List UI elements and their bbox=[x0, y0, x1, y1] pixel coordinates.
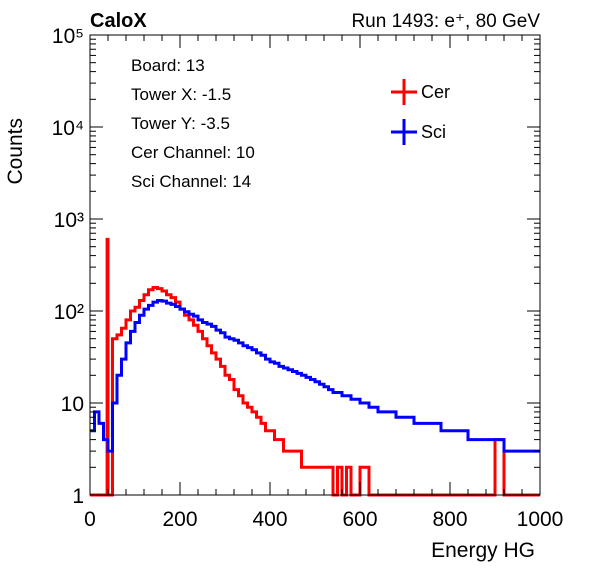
info-line: Tower Y: -3.5 bbox=[131, 114, 230, 133]
info-box: Board: 13 Tower X: -1.5 Tower Y: -3.5 Cer C… bbox=[131, 56, 255, 191]
y-tick-label: 10⁴ bbox=[52, 117, 84, 140]
y-tick-label: 10 bbox=[61, 393, 84, 416]
y-tick-label: 10⁵ bbox=[52, 25, 84, 48]
series-cer-line bbox=[90, 237, 540, 497]
y-tick-label: 10³ bbox=[54, 209, 84, 232]
plot-frame bbox=[89, 34, 541, 496]
info-line: Cer Channel: 10 bbox=[131, 143, 255, 162]
x-tick-label: 600 bbox=[342, 508, 377, 531]
y-tick-label: 1 bbox=[72, 485, 84, 508]
series-layer bbox=[90, 237, 540, 497]
info-line: Board: 13 bbox=[131, 56, 205, 75]
info-line: Sci Channel: 14 bbox=[131, 172, 251, 191]
chart-title-right: Run 1493: e⁺, 80 GeV bbox=[351, 11, 540, 32]
series-sci-line bbox=[90, 299, 540, 453]
x-tick-label: 400 bbox=[252, 508, 287, 531]
y-tick-label: 10² bbox=[54, 301, 84, 324]
legend-label: Sci bbox=[421, 122, 446, 142]
legend-label: Cer bbox=[421, 82, 450, 102]
x-tick-label: 1000 bbox=[517, 508, 564, 531]
info-line: Tower X: -1.5 bbox=[131, 85, 231, 104]
legend: Cer Sci bbox=[391, 79, 450, 145]
chart-title-left: CaloX bbox=[90, 10, 147, 32]
x-tick-label: 200 bbox=[162, 508, 197, 531]
x-tick-label: 800 bbox=[432, 508, 467, 531]
y-axis-label: Counts bbox=[4, 118, 27, 185]
x-tick-label: 0 bbox=[84, 508, 96, 531]
x-axis-label: Energy HG bbox=[431, 539, 535, 562]
axis-layer: 0 200 400 600 800 1000 1 10 10² 10³ 10⁴ 10⁵ bbox=[52, 25, 564, 531]
